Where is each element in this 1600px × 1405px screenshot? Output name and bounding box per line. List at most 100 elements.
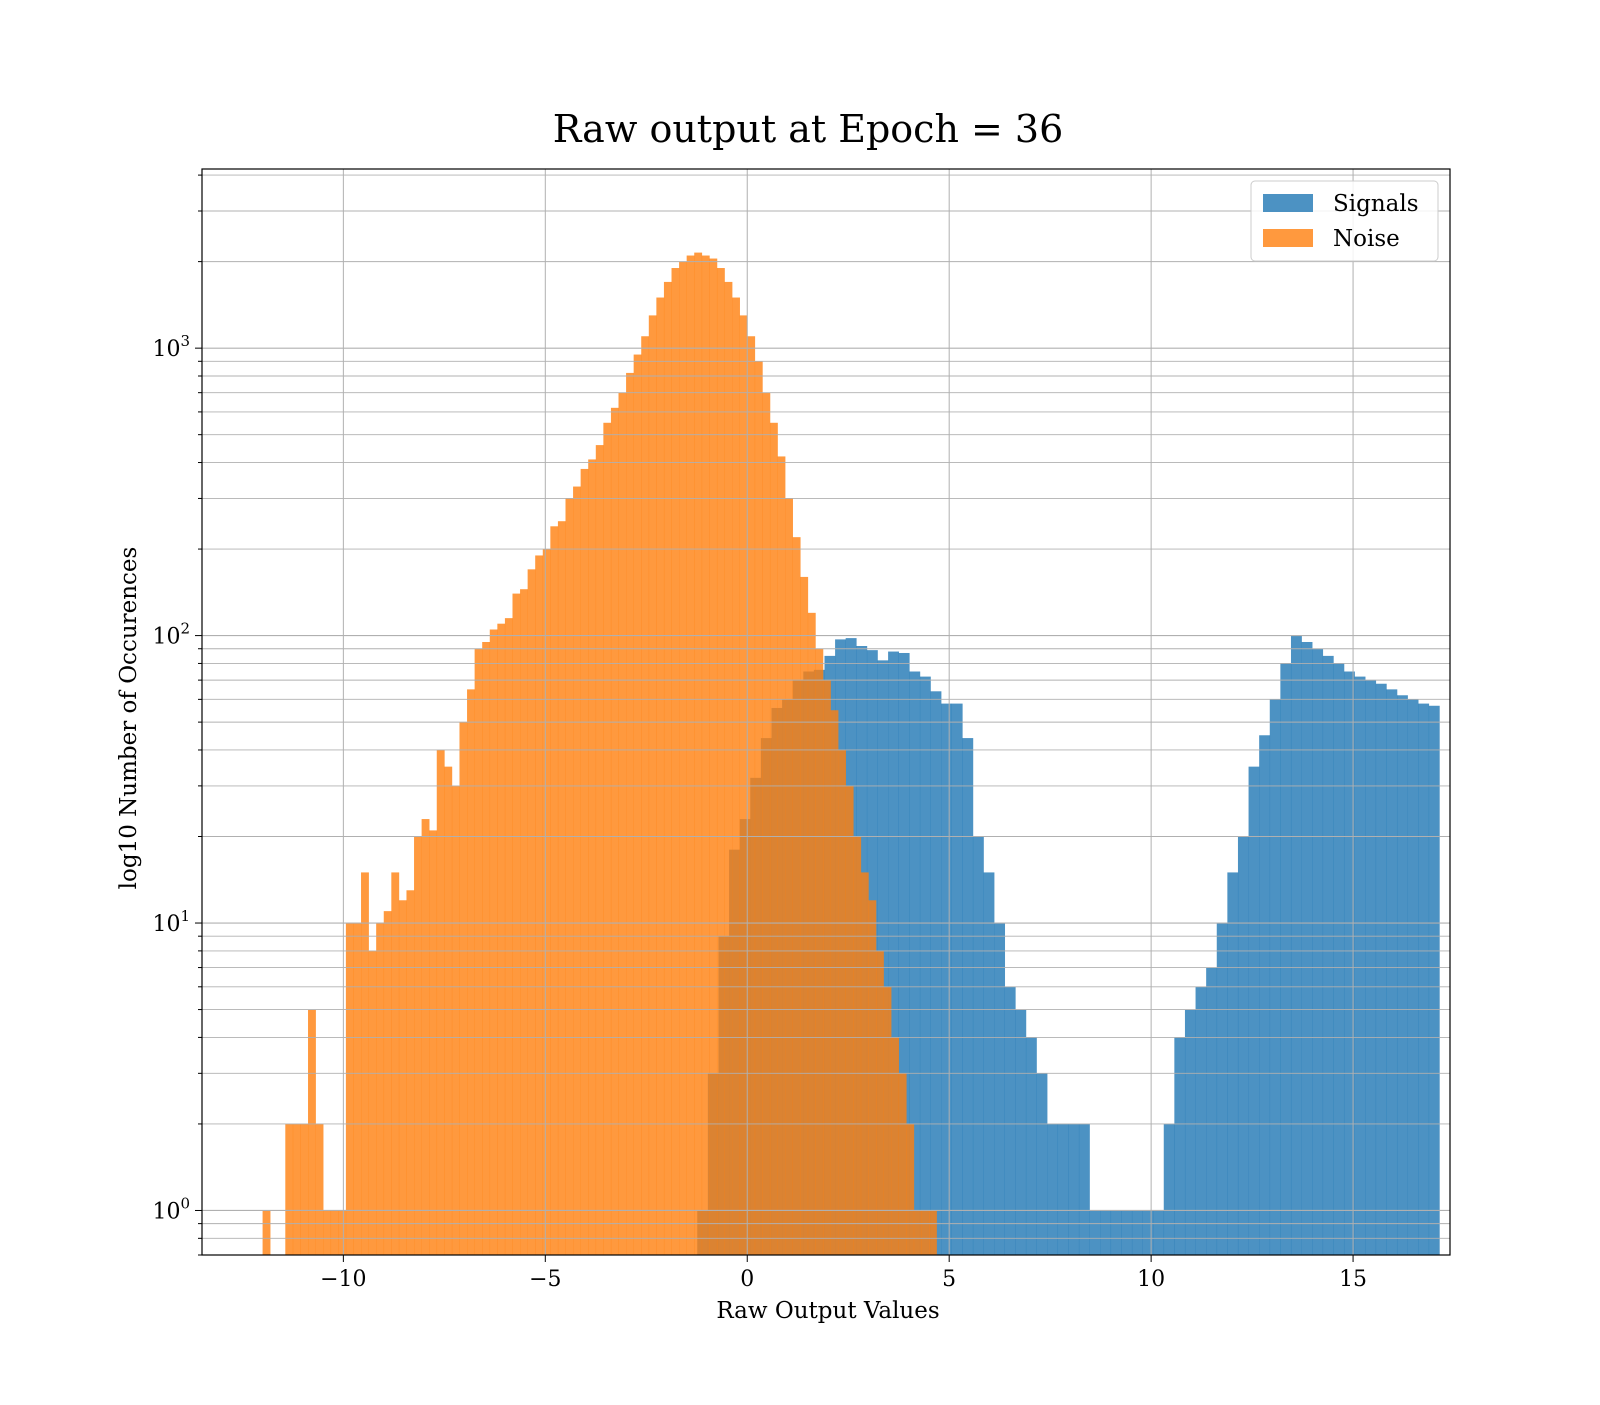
signals-bar: [1004, 986, 1016, 1255]
y-tick-label: 100: [152, 1194, 190, 1224]
y-tick-label: 103: [152, 332, 190, 362]
signals-bar: [1322, 655, 1334, 1255]
signals-bar: [1142, 1210, 1154, 1255]
x-tick-label: −5: [529, 1267, 561, 1292]
signals-bar: [1259, 735, 1271, 1255]
noise-bar: [853, 836, 862, 1255]
noise-bar: [845, 785, 854, 1255]
noise-bar: [913, 1210, 922, 1255]
noise-bar: [891, 1037, 899, 1255]
signals-bar: [1237, 836, 1249, 1255]
noise-bar: [679, 261, 687, 1255]
signals-bar: [1301, 641, 1313, 1255]
noise-bar: [353, 923, 362, 1255]
noise-bar: [610, 407, 619, 1255]
signals-bar: [1428, 705, 1440, 1255]
chart-title: Raw output at Epoch = 36: [553, 107, 1064, 151]
signals-bar: [1036, 1073, 1048, 1255]
signals-bar: [898, 652, 910, 1255]
noise-bar: [928, 1210, 937, 1255]
noise-bar: [800, 576, 809, 1255]
signals-bar: [1354, 676, 1366, 1255]
noise-bar: [292, 1123, 301, 1255]
noise-bar: [338, 1210, 347, 1255]
y-tick-label: 102: [152, 620, 190, 650]
noise-bar: [868, 900, 877, 1255]
bars-layer: [262, 252, 1440, 1256]
signals-bar: [962, 738, 974, 1255]
ticks-layer: −10 −5 0 5 10 15 100 101 102 103: [152, 174, 1367, 1292]
grid-layer: [202, 169, 1450, 1256]
noise-bar: [724, 281, 733, 1255]
noise-bar: [542, 549, 551, 1255]
noise-bar: [451, 785, 460, 1255]
noise-bar: [565, 498, 574, 1255]
signals-bar: [1290, 635, 1302, 1255]
signals-bar: [983, 872, 995, 1255]
signals-bar: [1025, 1037, 1037, 1255]
signals-bar: [1386, 689, 1398, 1255]
noise-bar: [807, 612, 816, 1255]
noise-bar: [838, 749, 846, 1255]
signals-bar: [951, 703, 963, 1255]
signals-bar: [1269, 699, 1281, 1255]
signals-bar: [1068, 1123, 1080, 1255]
noise-bar: [747, 336, 756, 1255]
noise-bar: [444, 766, 453, 1255]
signals-bar: [1312, 648, 1324, 1255]
noise-bar: [550, 526, 559, 1255]
legend-swatch-noise: [1263, 229, 1313, 247]
noise-bar: [527, 569, 536, 1255]
noise-bar: [429, 830, 438, 1255]
noise-bar: [656, 297, 665, 1255]
noise-bar: [489, 629, 498, 1255]
noise-bar: [474, 648, 483, 1255]
noise-bar: [906, 1123, 915, 1255]
signals-bar: [1248, 766, 1260, 1255]
noise-bar: [436, 749, 445, 1255]
noise-bar: [376, 923, 385, 1255]
signals-bar: [1343, 671, 1355, 1255]
noise-bar: [626, 372, 634, 1255]
noise-bar: [686, 255, 695, 1255]
signals-bar: [1227, 872, 1239, 1255]
noise-bar: [557, 521, 566, 1255]
x-axis-label: Raw Output Values: [716, 1298, 939, 1324]
noise-bar: [497, 623, 506, 1255]
noise-bar: [482, 641, 491, 1255]
noise-bar: [467, 689, 475, 1255]
signals-bar: [1407, 699, 1419, 1255]
noise-bar: [595, 445, 604, 1256]
x-tick-label: −10: [320, 1267, 366, 1292]
noise-bar: [580, 468, 589, 1255]
noise-bar: [815, 648, 824, 1255]
y-tick-label: 101: [152, 907, 190, 937]
noise-bar: [512, 593, 521, 1255]
noise-bar: [739, 315, 748, 1255]
noise-bar: [618, 392, 627, 1255]
noise-bar: [406, 890, 415, 1255]
signals-bar: [941, 703, 953, 1255]
signals-bar: [972, 836, 984, 1255]
signals-bar: [1333, 663, 1345, 1255]
noise-bar: [391, 872, 400, 1255]
noise-bar: [648, 315, 657, 1255]
signals-bar: [1216, 923, 1228, 1255]
signals-bar: [1206, 967, 1218, 1255]
noise-bar: [694, 252, 703, 1256]
noise-bar: [368, 950, 377, 1255]
y-axis-label: log10 Number of Occurences: [116, 547, 142, 890]
noise-bar: [345, 923, 354, 1255]
signals-bar: [1110, 1210, 1122, 1255]
signals-bar: [1100, 1210, 1112, 1255]
noise-bar: [573, 486, 581, 1255]
signals-bar: [1078, 1123, 1090, 1255]
noise-bar: [732, 297, 740, 1255]
noise-bar: [398, 900, 407, 1255]
noise-bar: [671, 268, 680, 1255]
signals-bar: [1396, 695, 1408, 1255]
noise-bar: [792, 537, 801, 1255]
signals-bar: [1089, 1210, 1101, 1255]
signals-bar: [1153, 1210, 1165, 1255]
